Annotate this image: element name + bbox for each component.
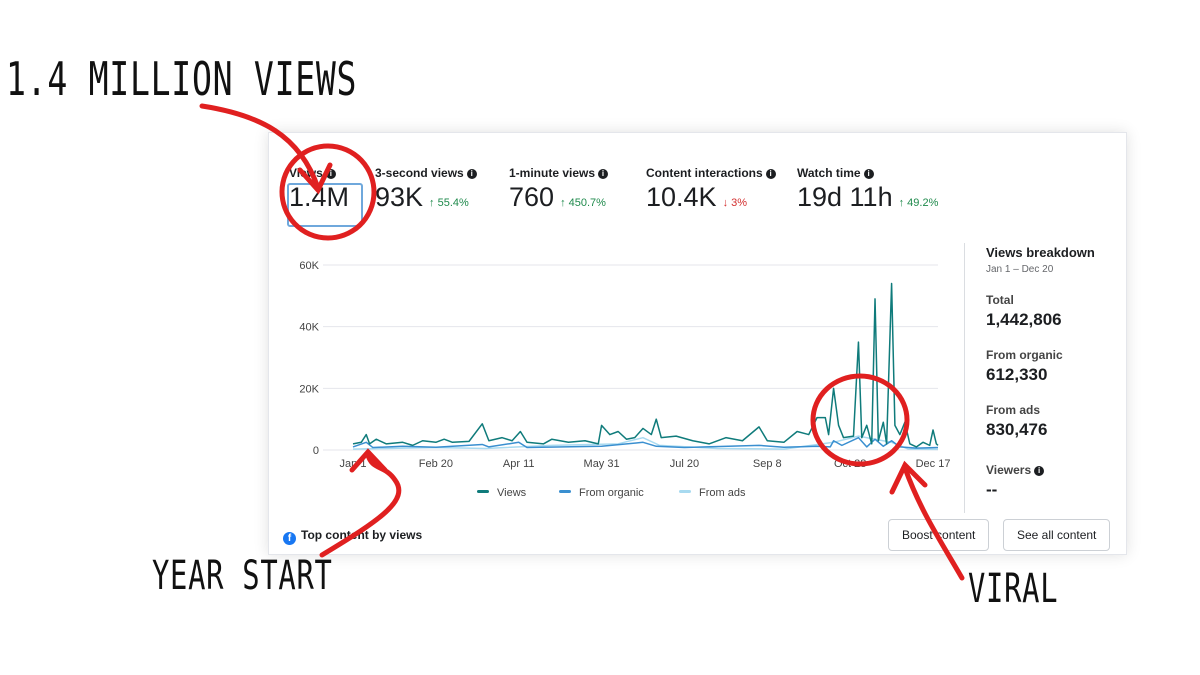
x-tick-label: Jul 20: [670, 458, 699, 470]
metric-label: Content interactions i: [646, 166, 776, 180]
breakdown-title: Views breakdown: [986, 245, 1095, 260]
see-all-content-button[interactable]: See all content: [1003, 519, 1111, 551]
metric-label-text: Watch time: [797, 166, 861, 180]
metric-1[interactable]: 3-second views i 93K ↑ 55.4%: [375, 166, 477, 213]
legend-organic: From organic: [559, 487, 644, 499]
total-label: Total: [986, 293, 1014, 307]
ads-label: From ads: [986, 403, 1041, 417]
annotation-viral: VIRAL: [968, 566, 1059, 612]
y-tick-label: 0: [313, 445, 319, 457]
info-icon[interactable]: i: [325, 169, 336, 179]
breakdown-range: Jan 1 – Dec 20: [986, 264, 1054, 275]
legend-label: From organic: [579, 487, 644, 499]
series-line-views: [352, 282, 939, 448]
legend-swatch: [679, 490, 691, 493]
boost-content-button[interactable]: Boost content: [888, 519, 990, 551]
x-tick-label: Feb 20: [419, 458, 453, 470]
x-tick-label: Dec 17: [916, 458, 951, 470]
divider: [964, 243, 965, 513]
metric-value-text: 10.4K: [646, 182, 717, 212]
metric-label: Watch time i: [797, 166, 938, 180]
metric-label-text: 1-minute views: [509, 166, 596, 180]
y-tick-label: 60K: [299, 260, 319, 272]
legend-label: Views: [497, 487, 527, 499]
metric-delta: ↑ 49.2%: [898, 197, 939, 209]
metric-value: 93K ↑ 55.4%: [375, 182, 477, 213]
metric-value: 1.4M: [289, 182, 355, 213]
organic-label: From organic: [986, 348, 1063, 362]
metric-value-text: 760: [509, 182, 555, 212]
legend-label: From ads: [699, 487, 746, 499]
annotation-year-start: YEAR START: [152, 553, 333, 599]
metric-3[interactable]: Content interactions i 10.4K ↓ 3%: [646, 166, 776, 213]
x-tick-label: Sep 8: [753, 458, 782, 470]
x-tick-label: May 31: [584, 458, 620, 470]
info-icon[interactable]: i: [598, 169, 609, 179]
insights-card: Views i 1.4M 3-second views i 93K ↑ 55.4% 1-m…: [268, 132, 1127, 555]
metric-label: 3-second views i: [375, 166, 477, 180]
metric-value-text: 19d 11h: [797, 182, 893, 212]
metric-2[interactable]: 1-minute views i 760 ↑ 450.7%: [509, 166, 609, 213]
ads-value: 830,476: [986, 420, 1048, 439]
metric-label-text: Content interactions: [646, 166, 763, 180]
top-content-label: Top content by views: [301, 528, 423, 542]
legend-ads: From ads: [679, 487, 745, 499]
annotation-million-views: 1.4 MILLION VIEWS: [6, 52, 358, 106]
organic-value: 612,330: [986, 365, 1048, 384]
metric-label-text: Views: [289, 166, 323, 180]
metric-value: 10.4K ↓ 3%: [646, 182, 776, 213]
x-tick-label: Jan 1: [340, 458, 367, 470]
x-tick-label: Oct 28: [834, 458, 866, 470]
metric-value: 19d 11h ↑ 49.2%: [797, 182, 938, 213]
facebook-icon: f: [283, 532, 296, 545]
metric-value-text: 1.4M: [289, 182, 350, 212]
metric-value-text: 93K: [375, 182, 424, 212]
x-tick-label: Apr 11: [503, 458, 535, 470]
viewers-value: --: [986, 480, 998, 499]
legend-swatch: [559, 490, 571, 493]
metric-delta: ↑ 55.4%: [429, 197, 469, 209]
metric-delta: ↑ 450.7%: [560, 197, 606, 209]
info-icon[interactable]: i: [466, 169, 477, 179]
legend-views: Views: [477, 487, 526, 499]
metric-label-text: 3-second views: [375, 166, 464, 180]
y-tick-label: 20K: [299, 383, 319, 395]
metric-4[interactable]: Watch time i 19d 11h ↑ 49.2%: [797, 166, 938, 213]
metric-delta: ↓ 3%: [722, 197, 748, 209]
metric-label: 1-minute views i: [509, 166, 609, 180]
y-tick-label: 40K: [299, 322, 319, 334]
metric-value: 760 ↑ 450.7%: [509, 182, 608, 213]
viewers-label: Viewers: [986, 463, 1032, 477]
info-icon[interactable]: i: [765, 169, 776, 179]
top-content-link[interactable]: f Top content by views: [283, 528, 422, 545]
info-icon[interactable]: i: [863, 169, 874, 179]
metric-0[interactable]: Views i 1.4M: [289, 166, 355, 213]
legend-swatch: [477, 490, 489, 493]
total-value: 1,442,806: [986, 310, 1062, 329]
info-icon[interactable]: i: [1034, 466, 1045, 476]
metric-label: Views i: [289, 166, 355, 180]
